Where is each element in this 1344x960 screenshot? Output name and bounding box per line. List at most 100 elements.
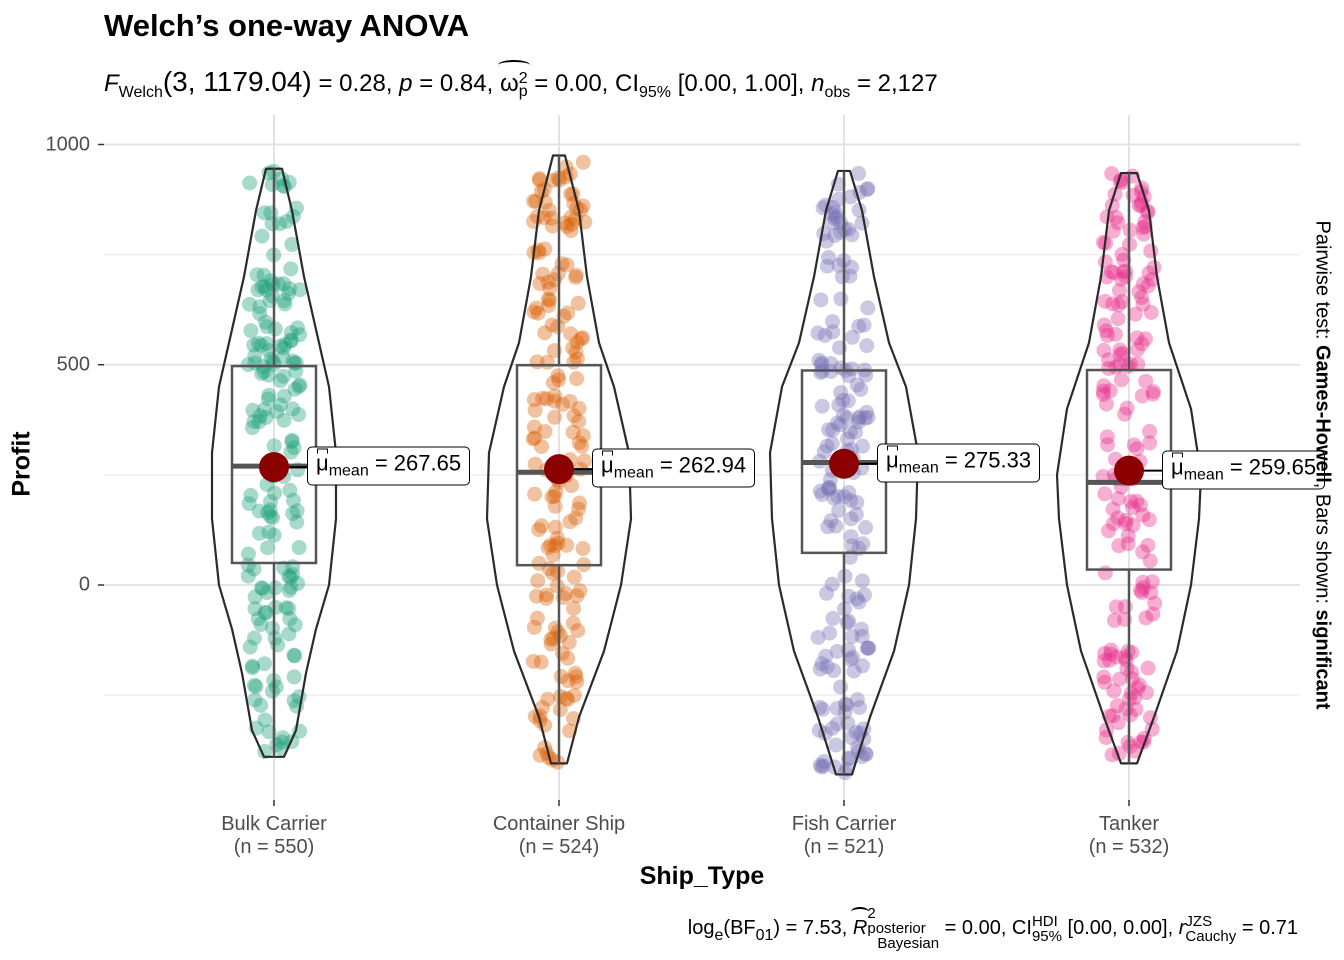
- data-point: [839, 615, 855, 631]
- category-name: Fish Carrier: [791, 813, 897, 835]
- data-point: [240, 357, 256, 373]
- data-point: [256, 205, 272, 221]
- data-point: [263, 494, 279, 510]
- data-point: [529, 610, 545, 626]
- data-point: [291, 540, 307, 556]
- data-point: [253, 337, 269, 353]
- data-point: [283, 333, 299, 349]
- data-point: [829, 643, 845, 659]
- data-point: [813, 365, 829, 381]
- data-point: [1109, 698, 1125, 714]
- data-point: [1095, 383, 1111, 399]
- data-point: [1111, 297, 1127, 313]
- data-point: [825, 314, 841, 330]
- data-point: [1097, 254, 1113, 270]
- data-point: [250, 282, 266, 298]
- data-point: [859, 640, 875, 656]
- data-point: [829, 716, 845, 732]
- data-point: [844, 227, 860, 243]
- data-point: [860, 409, 876, 425]
- ci-95: 95%: [1031, 927, 1062, 945]
- data-point: [254, 366, 270, 382]
- data-point: [1098, 396, 1114, 412]
- ci-hdi: HDI: [1031, 912, 1058, 930]
- data-point: [550, 754, 566, 770]
- data-point: [1112, 671, 1128, 687]
- data-point: [261, 367, 277, 383]
- data-point: [1097, 645, 1113, 661]
- data-point: [285, 353, 301, 369]
- data-point: [575, 428, 591, 444]
- data-point: [1118, 512, 1134, 528]
- data-point: [851, 165, 867, 181]
- data-point: [819, 659, 835, 675]
- data-point: [1147, 595, 1163, 611]
- data-point: [285, 505, 301, 521]
- data-point: [247, 601, 263, 617]
- data-point: [270, 637, 286, 653]
- data-point: [573, 331, 589, 347]
- data-point: [276, 276, 292, 292]
- data-point: [273, 338, 289, 354]
- data-point: [818, 648, 834, 664]
- pairwise-shown: significant: [1311, 609, 1334, 710]
- data-point: [823, 356, 839, 372]
- data-point: [550, 535, 566, 551]
- data-point: [265, 510, 281, 526]
- data-point: [291, 378, 307, 394]
- data-point: [283, 569, 299, 585]
- data-point: [833, 224, 849, 240]
- data-point: [257, 604, 273, 620]
- data-point: [241, 496, 257, 512]
- data-point: [1129, 493, 1145, 509]
- data-point: [821, 422, 837, 438]
- r-cauchy-symbol: r: [1178, 916, 1186, 939]
- ci-value: [0.00, 1.00],: [677, 70, 805, 97]
- data-point: [540, 540, 556, 556]
- data-point: [545, 172, 561, 188]
- data-point: [1114, 294, 1130, 310]
- omega-sup: 2: [518, 69, 528, 87]
- data-point: [827, 211, 843, 227]
- data-point: [254, 279, 270, 295]
- data-point: [840, 431, 856, 447]
- data-point: [266, 527, 282, 543]
- mean-subscript: mean: [613, 464, 654, 482]
- data-point: [1119, 400, 1135, 416]
- data-point: [1110, 510, 1126, 526]
- data-point: [1095, 234, 1111, 250]
- data-point: [283, 444, 299, 460]
- x-tick-label: Container Ship (n = 524): [493, 813, 625, 859]
- data-point: [829, 700, 845, 716]
- data-point: [292, 377, 308, 393]
- ci-bayes-value: [0.00, 0.00],: [1067, 916, 1174, 939]
- data-point: [566, 687, 582, 703]
- data-point: [1128, 701, 1144, 717]
- mean-value: = 275.33: [938, 447, 1032, 473]
- data-point: [571, 400, 587, 416]
- data-point: [1099, 269, 1115, 285]
- data-point: [575, 154, 591, 170]
- data-point: [267, 485, 283, 501]
- data-point: [1105, 708, 1121, 724]
- data-point: [1115, 345, 1131, 361]
- data-point: [535, 390, 551, 406]
- data-point: [816, 444, 832, 460]
- mean-value: = 267.65: [368, 450, 462, 476]
- data-point: [292, 282, 308, 298]
- data-point: [278, 600, 294, 616]
- data-point: [280, 285, 296, 301]
- data-point: [260, 540, 276, 556]
- data-point: [240, 557, 256, 573]
- data-point: [849, 591, 865, 607]
- violin-outline: [485, 154, 633, 765]
- data-point: [276, 368, 292, 384]
- pairwise-test-label: Pairwise test: Games-Howell, Bars shown:…: [1311, 220, 1334, 709]
- data-point: [1095, 386, 1111, 402]
- data-point: [251, 525, 267, 541]
- data-point: [1129, 330, 1145, 346]
- data-point: [288, 355, 304, 371]
- data-point: [252, 306, 268, 322]
- data-point: [569, 674, 585, 690]
